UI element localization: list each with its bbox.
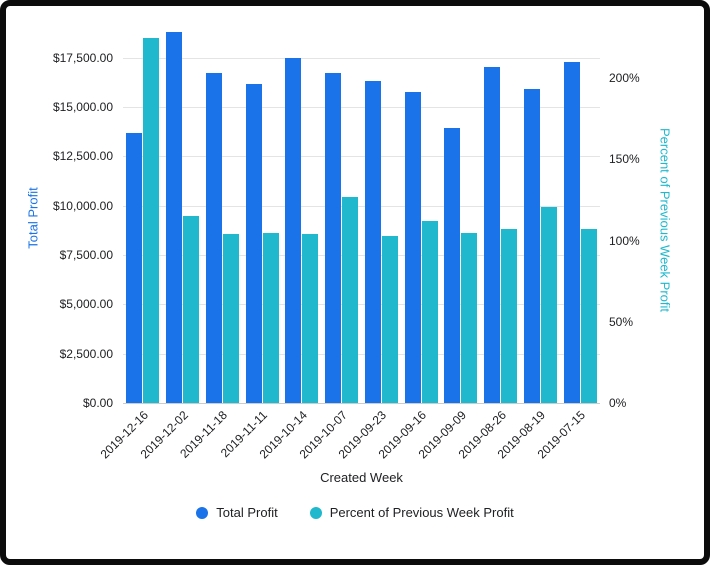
bar-total-profit[interactable] xyxy=(523,89,540,403)
right-axis-tick-label: 0% xyxy=(609,396,627,410)
legend-dot-icon xyxy=(196,506,209,519)
bar-percent-of-previous-week-profit[interactable] xyxy=(381,235,398,403)
bar-percent-of-previous-week-profit[interactable] xyxy=(183,216,200,403)
right-axis-tick-label: 50% xyxy=(609,314,634,329)
gridline xyxy=(123,205,600,207)
legend: Total Profit Percent of Previous Week Pro… xyxy=(6,505,704,520)
gridline xyxy=(123,57,600,59)
right-axis-title: Percent of Previous Week Profit xyxy=(657,127,673,313)
gridline xyxy=(123,106,600,108)
bar-percent-of-previous-week-profit[interactable] xyxy=(421,221,438,403)
legend-item-percent-of-previous-week-profit: Percent of Previous Week Profit xyxy=(309,505,514,520)
gridline xyxy=(123,254,600,256)
left-axis-tick-label: $12,500.00 xyxy=(52,149,113,164)
bar-total-profit[interactable] xyxy=(444,127,461,403)
bar-percent-of-previous-week-profit[interactable] xyxy=(222,234,239,403)
bar-total-profit[interactable] xyxy=(166,31,183,403)
legend-dot-icon xyxy=(309,506,322,519)
left-axis-tick-label: $0.00 xyxy=(82,396,113,410)
bar-percent-of-previous-week-profit[interactable] xyxy=(342,196,359,403)
bar-total-profit[interactable] xyxy=(126,132,143,403)
right-axis-tick-label: 100% xyxy=(609,233,640,248)
left-axis-tick-label: $5,000.00 xyxy=(59,297,113,312)
right-axis-tick-label: 200% xyxy=(609,71,640,86)
bar-total-profit[interactable] xyxy=(364,81,381,403)
x-axis-title: Created Week xyxy=(320,470,403,485)
bar-percent-of-previous-week-profit[interactable] xyxy=(501,229,518,403)
gridline xyxy=(123,353,600,355)
bar-total-profit[interactable] xyxy=(484,67,501,403)
legend-label: Percent of Previous Week Profit xyxy=(329,505,514,520)
bar-total-profit[interactable] xyxy=(285,57,302,403)
left-axis-tick-label: $15,000.00 xyxy=(52,99,113,114)
bar-total-profit[interactable] xyxy=(563,61,580,403)
bar-percent-of-previous-week-profit[interactable] xyxy=(302,234,319,403)
bar-percent-of-previous-week-profit[interactable] xyxy=(143,37,160,403)
bar-total-profit[interactable] xyxy=(404,92,421,403)
bar-total-profit[interactable] xyxy=(245,84,262,403)
bar-total-profit[interactable] xyxy=(205,73,222,403)
left-axis-title: Total Profit xyxy=(25,187,41,249)
chart-container: $0.00 $2,500.00 $5,000.00 $7,500.00 $10,000.… xyxy=(6,6,704,559)
legend-label: Total Profit xyxy=(216,505,278,520)
gridline xyxy=(123,304,600,306)
bar-percent-of-previous-week-profit[interactable] xyxy=(540,206,557,403)
left-axis-tick-label: $7,500.00 xyxy=(59,247,113,262)
x-axis-line xyxy=(123,403,600,404)
legend-item-total-profit: Total Profit xyxy=(196,505,278,520)
bar-percent-of-previous-week-profit[interactable] xyxy=(262,232,279,403)
left-axis-tick-label: $2,500.00 xyxy=(59,346,113,361)
right-axis-tick-label: 150% xyxy=(609,152,640,167)
bar-percent-of-previous-week-profit[interactable] xyxy=(580,229,597,403)
bar-total-profit[interactable] xyxy=(325,73,342,403)
bar-percent-of-previous-week-profit[interactable] xyxy=(461,232,478,403)
left-axis-tick-label: $17,500.00 xyxy=(52,50,113,65)
gridline xyxy=(123,156,600,158)
left-axis-tick-label: $10,000.00 xyxy=(52,198,113,213)
